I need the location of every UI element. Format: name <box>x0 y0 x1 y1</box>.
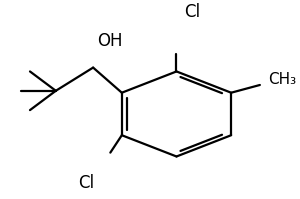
Text: Cl: Cl <box>78 174 94 192</box>
Text: Cl: Cl <box>184 3 200 21</box>
Text: OH: OH <box>98 32 123 50</box>
Text: CH₃: CH₃ <box>268 72 296 87</box>
